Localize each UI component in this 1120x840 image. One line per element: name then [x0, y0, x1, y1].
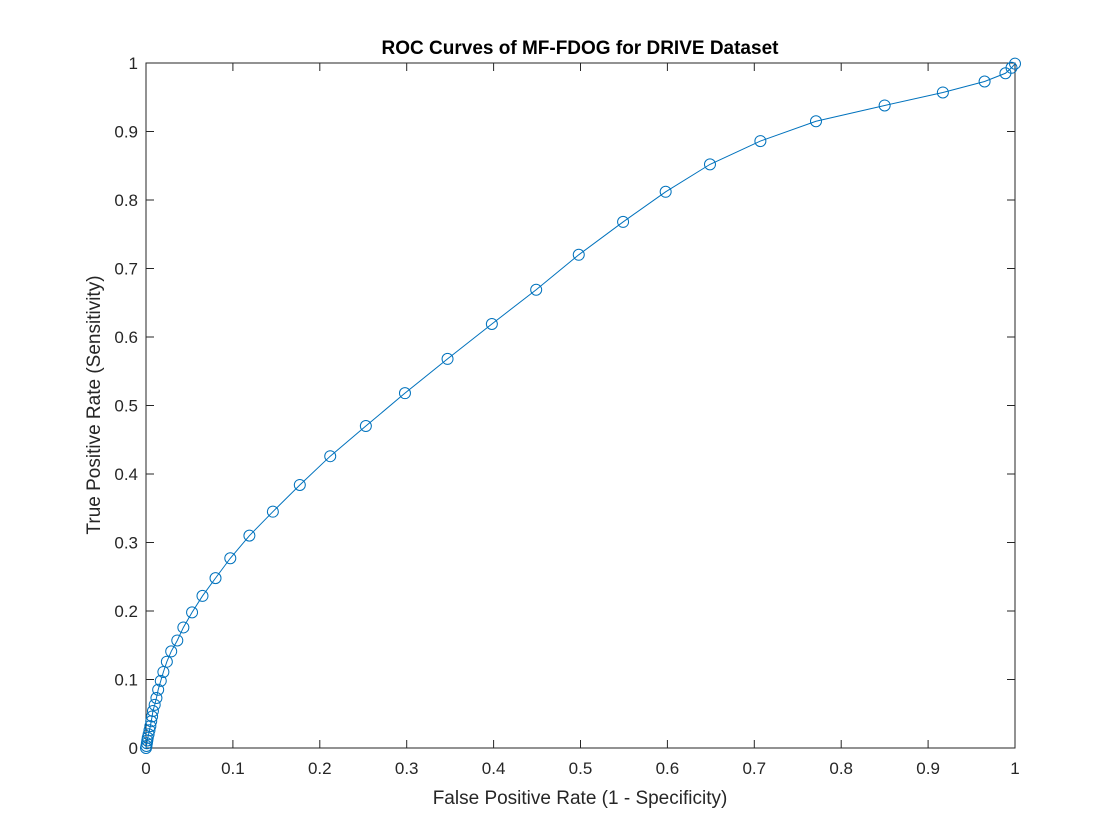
y-tick-label: 0.8 — [114, 191, 138, 210]
roc-data-point — [177, 621, 190, 634]
roc-data-point — [293, 478, 306, 491]
roc-data-point — [148, 698, 161, 711]
y-axis-ticks: 0 0.1 0.2 0.3 0.4 0.5 0.6 0.7 0.8 0.9 1 — [114, 54, 1015, 758]
y-tick-label: 0.2 — [114, 602, 138, 621]
y-tick-label: 0.1 — [114, 671, 138, 690]
roc-data-point — [209, 572, 222, 585]
roc-data-point — [196, 589, 209, 602]
roc-data-point — [324, 450, 337, 463]
roc-data-point — [1009, 57, 1021, 70]
x-tick-label: 0.4 — [482, 759, 506, 778]
x-tick-label: 0.2 — [308, 759, 332, 778]
roc-data-point — [1005, 61, 1018, 74]
roc-data-point — [754, 135, 767, 148]
x-tick-label: 0.8 — [829, 759, 853, 778]
roc-data-point — [146, 710, 159, 723]
roc-data-point — [142, 728, 155, 741]
roc-data-point — [530, 283, 543, 296]
y-axis-label: True Positive Rate (Sensitivity) — [84, 275, 105, 534]
roc-data-point — [703, 158, 716, 171]
x-axis-ticks: 0 0.1 0.2 0.3 0.4 0.5 0.6 0.7 0.8 0.9 1 — [141, 63, 1020, 778]
x-tick-label: 0.1 — [221, 759, 245, 778]
roc-data-point — [809, 115, 822, 128]
x-tick-label: 1 — [1010, 759, 1019, 778]
roc-data-point — [485, 317, 498, 330]
y-tick-label: 0.5 — [114, 397, 138, 416]
x-tick-label: 0.9 — [916, 759, 940, 778]
roc-data-point — [150, 691, 163, 704]
roc-data-point — [359, 420, 372, 433]
roc-data-point — [398, 387, 411, 400]
y-tick-label: 1 — [129, 54, 138, 73]
x-tick-label: 0.5 — [569, 759, 593, 778]
x-tick-label: 0.6 — [656, 759, 680, 778]
plot-area — [145, 62, 1016, 749]
roc-data-point — [617, 215, 630, 228]
x-axis-label: False Positive Rate (1 - Specificity) — [433, 788, 728, 809]
y-tick-label: 0.9 — [114, 123, 138, 142]
roc-data-point — [171, 634, 184, 647]
x-tick-label: 0.3 — [395, 759, 419, 778]
x-tick-label: 0 — [141, 759, 150, 778]
y-tick-label: 0.4 — [114, 465, 138, 484]
chart-title: ROC Curves of MF-FDOG for DRIVE Dataset — [382, 38, 780, 59]
y-tick-label: 0.7 — [114, 260, 138, 279]
roc-data-point — [144, 720, 157, 733]
roc-data-point — [243, 529, 256, 542]
y-tick-label: 0.6 — [114, 328, 138, 347]
roc-data-point — [143, 724, 156, 737]
roc-series — [140, 57, 1021, 754]
roc-data-point — [266, 505, 279, 518]
roc-data-point — [659, 185, 672, 198]
roc-data-point — [152, 683, 165, 696]
roc-data-point — [572, 248, 585, 261]
roc-data-point — [978, 75, 991, 88]
roc-data-point — [154, 674, 167, 687]
y-tick-label: 0 — [129, 739, 138, 758]
roc-data-point — [186, 606, 199, 619]
roc-data-point — [224, 552, 237, 565]
roc-data-point — [878, 99, 891, 112]
roc-data-point — [160, 655, 173, 668]
y-tick-label: 0.3 — [114, 534, 138, 553]
roc-data-point — [936, 86, 949, 99]
roc-data-point — [146, 705, 159, 718]
roc-data-point — [165, 645, 178, 658]
x-tick-label: 0.7 — [742, 759, 766, 778]
roc-data-point — [441, 352, 454, 365]
